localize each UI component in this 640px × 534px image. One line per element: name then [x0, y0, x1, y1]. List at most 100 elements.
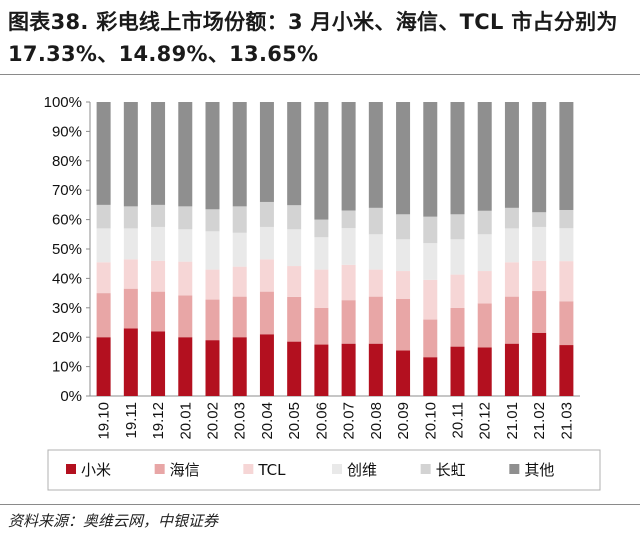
- bar-segment: [396, 271, 411, 299]
- bar-segment: [232, 266, 247, 297]
- bar-segment: [450, 346, 465, 396]
- bar-segment: [368, 343, 383, 396]
- bar-segment: [314, 219, 329, 238]
- bar-segment: [314, 269, 329, 308]
- x-tick-label: 19.12: [150, 402, 167, 440]
- bar-segment: [504, 296, 519, 344]
- legend-swatch: [154, 464, 165, 474]
- bar-segment: [151, 331, 166, 396]
- bar-segment: [123, 288, 138, 329]
- bar-segment: [232, 206, 247, 233]
- y-tick-label: 40%: [52, 270, 82, 287]
- bar-segment: [477, 210, 492, 235]
- bar-segment: [259, 334, 274, 396]
- bar-segment: [450, 274, 465, 308]
- bar-segment: [396, 214, 411, 240]
- legend-swatch: [509, 464, 520, 474]
- bar-segment: [178, 102, 193, 207]
- bar-segment: [341, 228, 356, 265]
- bar-segment: [259, 226, 274, 260]
- bar-segment: [314, 307, 329, 345]
- x-tick-label: 21.01: [504, 402, 521, 440]
- bar-segment: [477, 347, 492, 396]
- bar-segment: [123, 102, 138, 207]
- bar-segment: [423, 279, 438, 320]
- bar-segment: [287, 341, 302, 396]
- bar-segment: [287, 102, 302, 206]
- y-tick-label: 100%: [44, 94, 82, 111]
- bar-segment: [232, 296, 247, 338]
- bar-segment: [450, 102, 465, 215]
- bar-segment: [259, 102, 274, 202]
- bar-segment: [341, 210, 356, 229]
- y-tick-label: 20%: [52, 329, 82, 346]
- bar-segment: [314, 344, 329, 396]
- x-tick-label: 20.09: [395, 402, 412, 440]
- bar-segment: [504, 102, 519, 208]
- legend-swatch: [66, 464, 76, 474]
- bar-segment: [123, 328, 138, 396]
- bar-segment: [368, 269, 383, 297]
- bar-segment: [232, 337, 247, 396]
- legend-label: TCL: [257, 461, 286, 479]
- bar-segment: [532, 102, 547, 213]
- x-tick-label: 19.11: [123, 402, 140, 438]
- bar-segment: [504, 343, 519, 396]
- bar-segment: [287, 266, 302, 297]
- bar-segment: [396, 298, 411, 351]
- legend-label: 创维: [347, 461, 377, 479]
- bar-segment: [123, 259, 138, 289]
- bar-segment: [287, 205, 302, 230]
- bar-segment: [532, 332, 547, 396]
- y-tick-label: 70%: [52, 182, 82, 199]
- y-tick-label: 80%: [52, 153, 82, 170]
- chart-title: 图表38. 彩电线上市场份额：3 月小米、海信、TCL 市占分别为 17.33%…: [8, 10, 618, 66]
- bar-segment: [123, 206, 138, 229]
- bar-segment: [368, 296, 383, 344]
- bar-segment: [477, 271, 492, 304]
- bar-segment: [151, 204, 166, 227]
- x-tick-label: 20.03: [232, 402, 249, 440]
- source-divider: [0, 504, 640, 505]
- legend-swatch: [420, 464, 431, 474]
- bar-segment: [423, 216, 438, 244]
- bar-segment: [123, 228, 138, 260]
- x-tick-label: 20.07: [341, 402, 358, 440]
- x-tick-label: 20.12: [477, 402, 494, 440]
- bar-segment: [151, 291, 166, 332]
- bar-segment: [423, 102, 438, 217]
- bar-segment: [232, 102, 247, 207]
- bar-segment: [259, 201, 274, 227]
- bar-segment: [178, 295, 193, 338]
- x-tick-label: 20.01: [177, 402, 194, 440]
- bar-segment: [178, 337, 193, 396]
- legend-label: 海信: [170, 461, 200, 479]
- bar-segment: [532, 212, 547, 227]
- bar-segment: [423, 319, 438, 358]
- x-tick-label: 21.03: [558, 402, 575, 440]
- bar-segment: [532, 291, 547, 333]
- bar-segment: [368, 102, 383, 208]
- bar-segment: [450, 307, 465, 347]
- bar-segment: [287, 296, 302, 342]
- x-tick-label: 20.10: [422, 402, 439, 440]
- bar-segment: [96, 293, 111, 338]
- y-tick-label: 60%: [52, 212, 82, 229]
- x-tick-label: 20.04: [259, 402, 276, 440]
- y-tick-label: 0%: [60, 388, 82, 405]
- bar-segment: [559, 228, 574, 262]
- legend-label: 其他: [524, 461, 554, 479]
- bar-segment: [232, 232, 247, 267]
- y-tick-label: 90%: [52, 123, 82, 140]
- bar-segment: [178, 261, 193, 296]
- y-tick-label: 50%: [52, 241, 82, 258]
- bar-segment: [559, 345, 574, 396]
- bar-segment: [205, 299, 220, 341]
- bar-segment: [341, 102, 356, 211]
- bar-segment: [205, 231, 220, 270]
- bar-segment: [151, 102, 166, 205]
- bar-segment: [559, 209, 574, 229]
- bar-segment: [287, 229, 302, 267]
- legend-swatch: [332, 464, 342, 474]
- bar-segment: [477, 303, 492, 348]
